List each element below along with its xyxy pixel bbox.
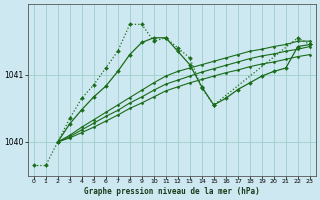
X-axis label: Graphe pression niveau de la mer (hPa): Graphe pression niveau de la mer (hPa) [84,187,260,196]
